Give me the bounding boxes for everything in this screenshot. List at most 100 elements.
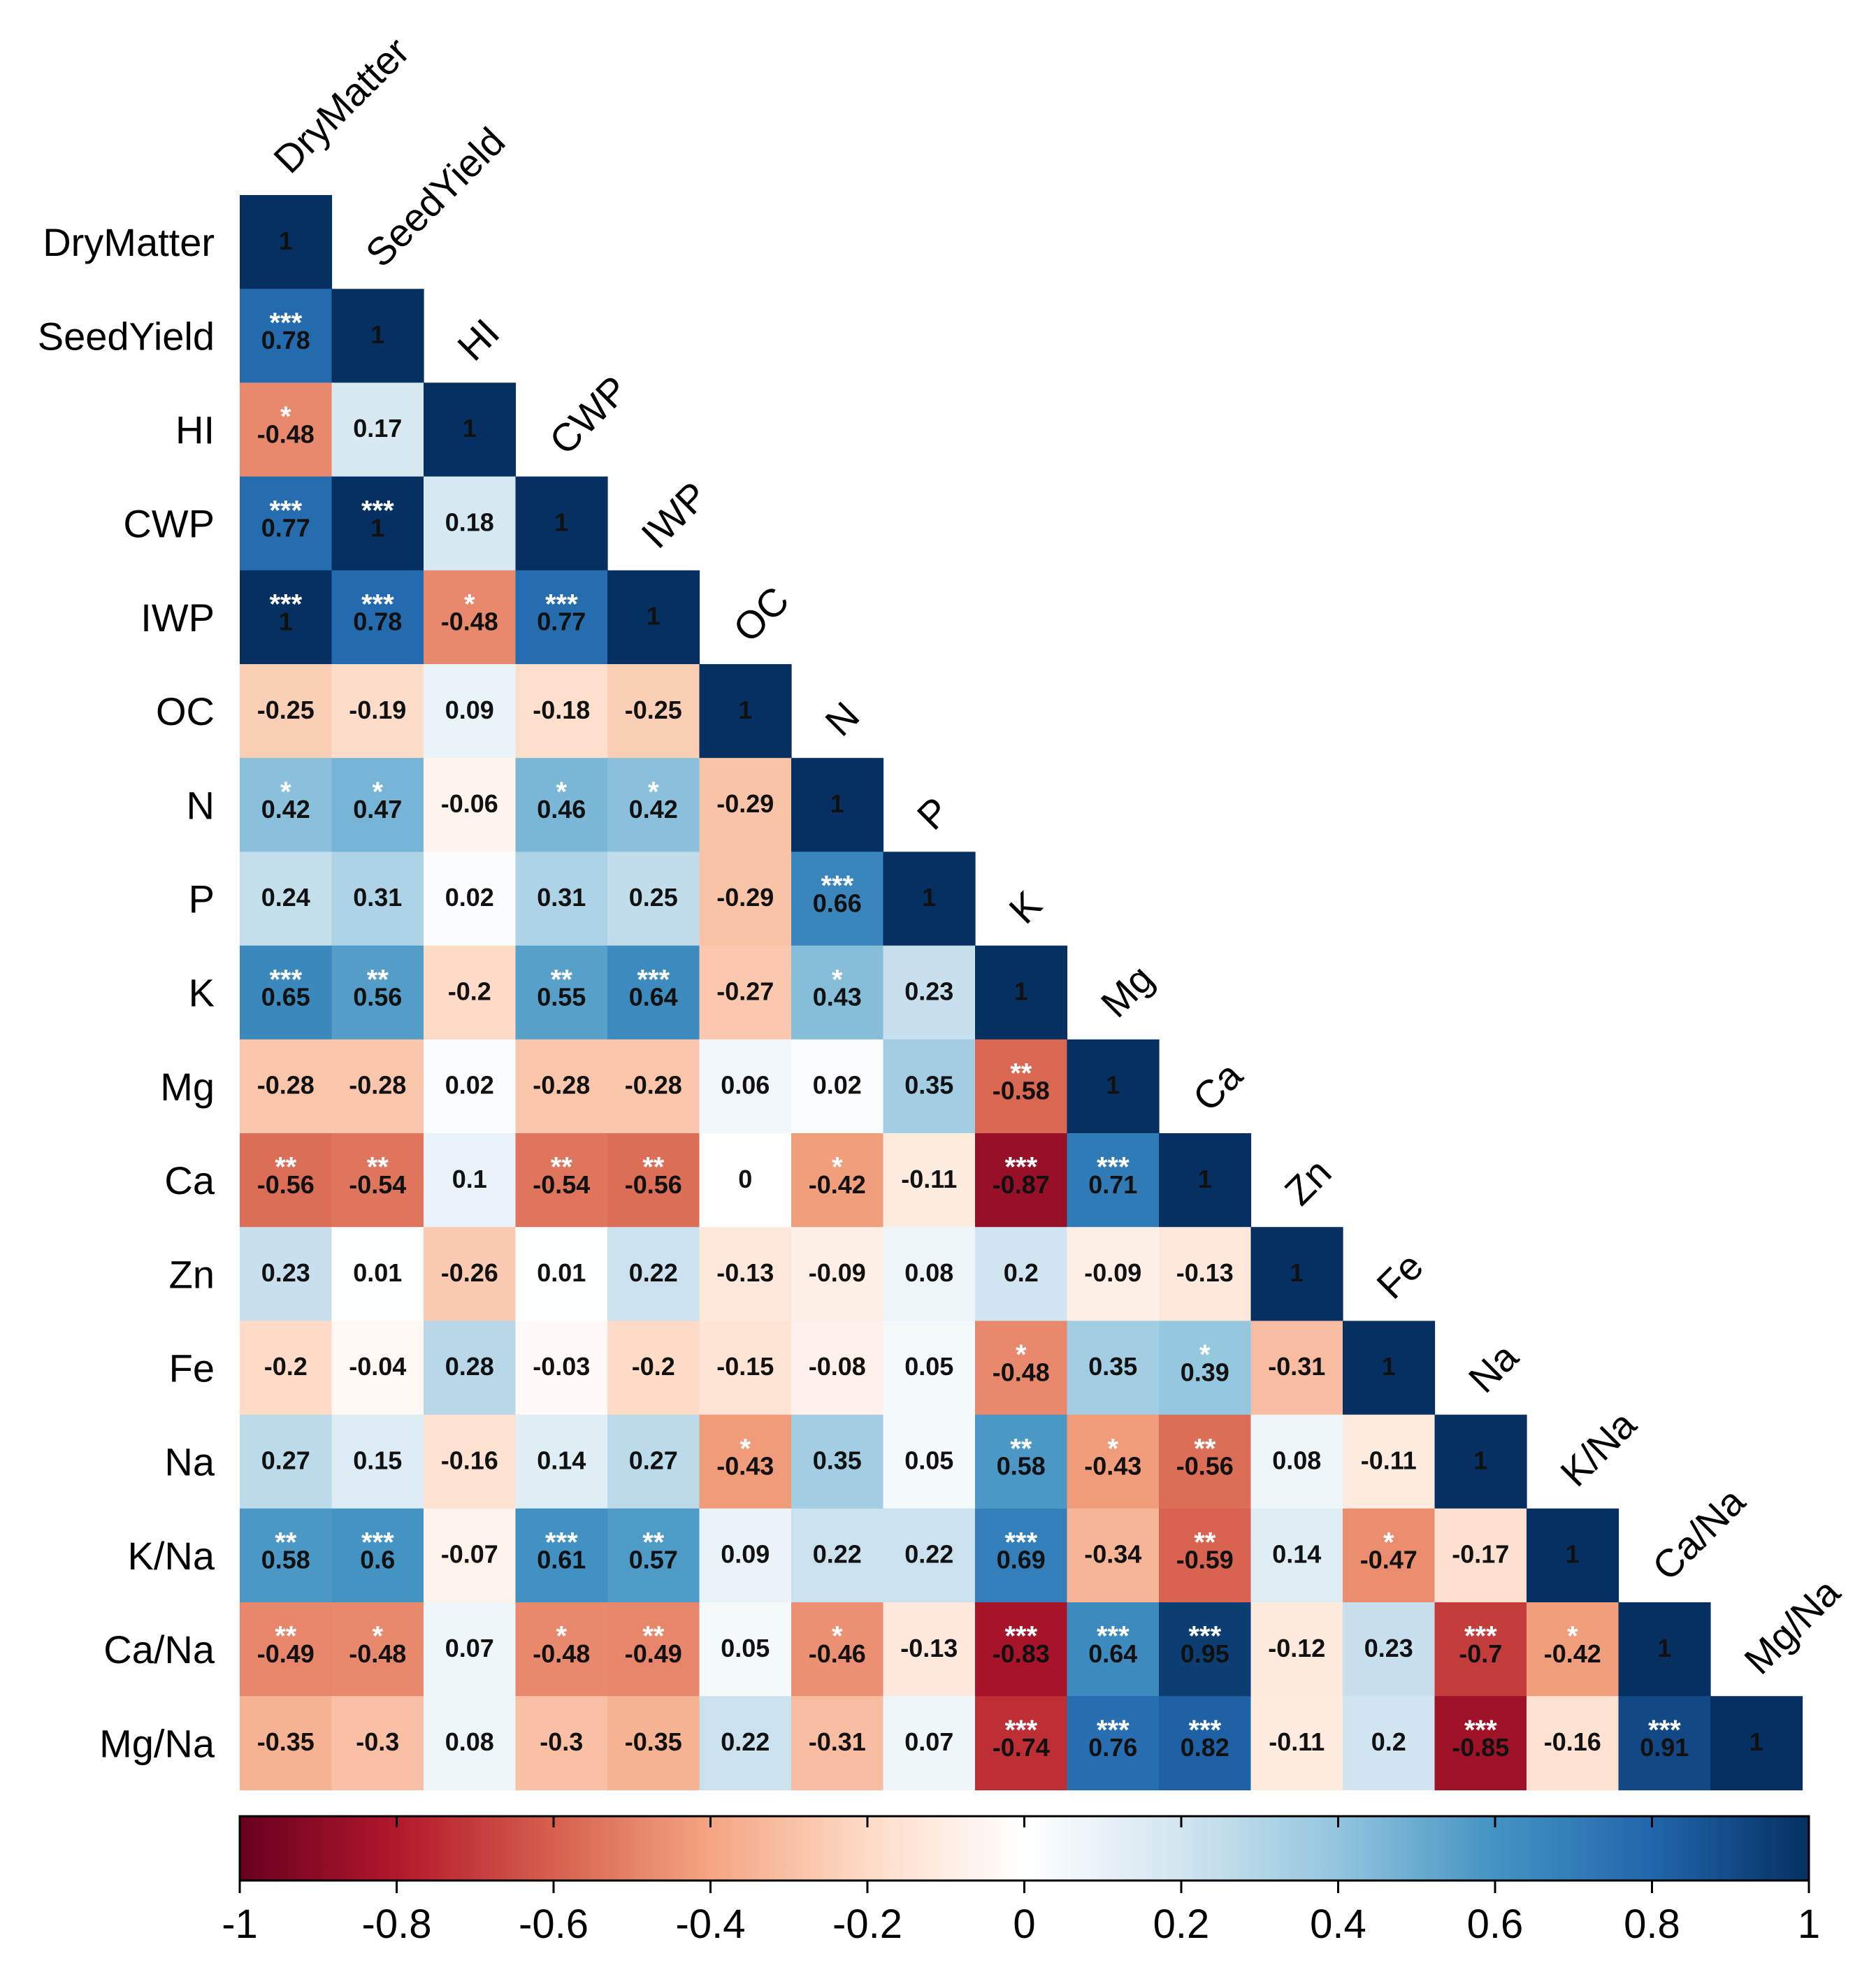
row-label: HI (175, 408, 215, 452)
heatmap-cell (975, 1602, 1068, 1697)
heatmap-cell (1434, 1602, 1527, 1697)
heatmap-cell (1343, 1602, 1436, 1697)
cell-value-label: 0.09 (445, 696, 494, 724)
column-label: IWP (633, 473, 716, 556)
cell-value-label: -0.31 (809, 1727, 866, 1756)
heatmap-cell (515, 1133, 608, 1228)
cell-value-label: -0.74 (993, 1733, 1050, 1762)
cell-value-label: -0.3 (540, 1727, 583, 1756)
cell-value-label: 0.77 (537, 608, 586, 636)
heatmap-cell (331, 476, 424, 571)
column-label: DryMatter (265, 29, 417, 181)
significance-label: ** (642, 1527, 665, 1558)
heatmap-cell (607, 945, 700, 1040)
heatmap-cell (515, 570, 608, 665)
column-label: Na (1460, 1334, 1527, 1401)
cell-value-label: 1 (738, 696, 752, 724)
cell-value-label: 0 (738, 1165, 752, 1193)
colorbar-tick-label: 0.4 (1310, 1901, 1366, 1947)
heatmap-cell (699, 1414, 792, 1509)
cell-value-label: 0.31 (537, 883, 586, 912)
heatmap-cell (607, 1696, 700, 1790)
column-label: SeedYield (357, 119, 514, 275)
heatmap-cell (1067, 1133, 1160, 1228)
heatmap-cell (515, 1039, 608, 1134)
heatmap-cell (240, 1039, 333, 1134)
heatmap-cell (975, 1227, 1068, 1321)
column-label: P (909, 789, 958, 838)
heatmap-cell (791, 1133, 884, 1228)
cell-value-label: 0.71 (1088, 1170, 1137, 1199)
cell-value-label: 0.78 (353, 608, 402, 636)
heatmap-cell (791, 1321, 884, 1416)
cell-value-label: 0.05 (721, 1634, 770, 1662)
cell-value-label: -0.2 (264, 1352, 308, 1381)
cell-value-label: -0.17 (1452, 1540, 1509, 1569)
row-label: N (187, 783, 215, 827)
significance-label: ** (642, 1621, 665, 1652)
heatmap-cell (791, 1602, 884, 1697)
heatmap-cell (883, 1602, 976, 1697)
heatmap-cell (240, 1414, 333, 1509)
cell-value-label: 0.28 (445, 1352, 494, 1381)
heatmap-cell (240, 1508, 333, 1603)
cell-value-label: 1 (922, 883, 936, 912)
heatmap-cell (883, 1039, 976, 1134)
cell-value-label: 0.22 (721, 1727, 770, 1756)
row-label: K (189, 971, 215, 1015)
cell-value-label: -0.2 (448, 977, 491, 1005)
cell-value-label: 0.15 (353, 1446, 402, 1474)
heatmap-cell (424, 945, 517, 1040)
heatmap-cell (975, 945, 1068, 1040)
cell-value-label: 1 (1290, 1258, 1304, 1287)
heatmap-cell (975, 1508, 1068, 1603)
heatmap-cell (240, 289, 333, 383)
cell-value-label: -0.11 (1361, 1446, 1417, 1474)
significance-label: *** (361, 1527, 394, 1558)
column-label: Mg (1092, 956, 1162, 1026)
cell-value-label: 0.02 (813, 1071, 862, 1100)
heatmap-cell (791, 758, 884, 852)
cell-value-label: -0.34 (1084, 1540, 1141, 1569)
significance-label: * (373, 1621, 384, 1652)
heatmap-cell (1067, 1508, 1160, 1603)
heatmap-cell (883, 1696, 976, 1790)
colorbar-tick-label: 0 (1013, 1901, 1035, 1947)
heatmap-cell (240, 570, 333, 665)
cell-value-label: 0.01 (353, 1258, 402, 1287)
cell-value-label: 0.08 (904, 1258, 953, 1287)
cell-value-label: 0.2 (1371, 1727, 1406, 1756)
colorbar-tick-label: 0.8 (1624, 1901, 1680, 1947)
heatmap-cell (883, 851, 976, 947)
significance-label: *** (1004, 1715, 1037, 1746)
heatmap-cell (699, 1602, 792, 1697)
heatmap-cell (607, 851, 700, 947)
heatmap-cell (1343, 1414, 1436, 1509)
heatmap-cell (331, 1414, 424, 1509)
colorbar-tick-label: -0.6 (519, 1901, 589, 1947)
heatmap-cell (1159, 1321, 1252, 1416)
heatmap-cell (1067, 1039, 1160, 1134)
significance-label: * (1383, 1527, 1394, 1558)
cell-value-label: -0.26 (441, 1258, 498, 1287)
heatmap-cell (607, 1321, 700, 1416)
cell-value-label: 0.18 (445, 508, 494, 536)
heatmap-cell (515, 1602, 608, 1697)
heatmap-cell (1067, 1602, 1160, 1697)
row-labels: DryMatter SeedYield HI CWP IWP OC N P K Mg Ca Zn Fe N… (38, 220, 215, 1765)
cell-value-label: 0.07 (445, 1634, 494, 1662)
heatmap-cell (331, 664, 424, 759)
heatmap-cell (883, 1321, 976, 1416)
heatmap-cell (515, 476, 608, 571)
cell-value-label: -0.48 (349, 1639, 406, 1668)
cell-value-label: 0.14 (1272, 1540, 1321, 1569)
heatmap-cell (424, 1508, 517, 1603)
row-label: CWP (123, 502, 215, 546)
colorbar: -1 -0.8 -0.6 -0.4 -0.2 0 0.2 0.4 0.6 0.8 1 (222, 1815, 1820, 1947)
heatmap-cell (424, 1696, 517, 1790)
cell-value-label: 0.66 (813, 889, 862, 917)
heatmap-cell (791, 1227, 884, 1321)
heatmap-cell (515, 1414, 608, 1509)
cell-value-label: 0.05 (904, 1352, 953, 1381)
heatmap-cell (515, 1227, 608, 1321)
